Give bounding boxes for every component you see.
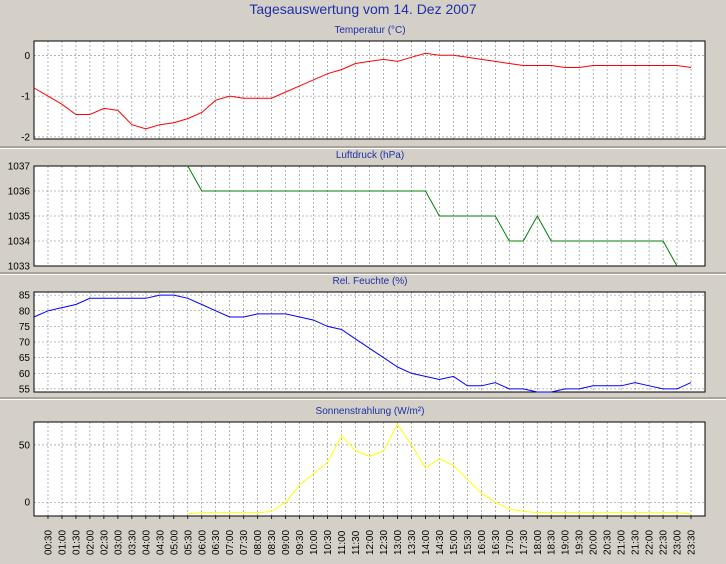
x-tick-label: 10:30 (323, 530, 334, 555)
x-tick-label: 09:30 (295, 530, 306, 555)
x-tick-label: 16:30 (491, 530, 502, 555)
y-tick-label: 0 (24, 498, 30, 509)
x-tick-label: 19:30 (575, 530, 586, 555)
y-tick-label: 60 (19, 369, 31, 380)
series-line (33, 294, 692, 393)
x-axis: 00:30 01:00 01:30 02:00 02:30 03:00 03:30 04:00… (43, 516, 698, 555)
panel-separator (0, 272, 726, 275)
x-tick-label: 03:30 (127, 530, 138, 555)
y-tick-label: 1037 (8, 162, 31, 173)
chart-panel: Luftdruck (hPa) 1037 1036 1035 1034 1033 (8, 150, 706, 273)
x-tick-label: 07:00 (225, 530, 236, 555)
plot-frame (33, 165, 706, 267)
x-tick-label: 19:00 (561, 530, 572, 555)
x-tick-label: 23:00 (673, 530, 684, 555)
chart-title: Rel. Feuchte (%) (332, 276, 407, 287)
y-tick-label: 80 (19, 306, 31, 317)
x-tick-label: 20:00 (589, 530, 600, 555)
x-tick-label: 16:00 (477, 530, 488, 555)
x-tick-label: 20:30 (603, 530, 614, 555)
panel-separator (0, 397, 726, 400)
x-tick-label: 22:30 (659, 530, 670, 555)
x-tick-label: 15:30 (463, 530, 474, 555)
x-tick-label: 15:00 (449, 530, 460, 555)
x-tick-label: 12:00 (365, 530, 376, 555)
y-tick-label: 1035 (8, 212, 31, 223)
plot-frame (33, 40, 706, 140)
series-line (187, 165, 678, 267)
panel-separator (0, 146, 726, 149)
chart-title: Temperatur (°C) (334, 25, 405, 36)
page-title: Tagesauswertung vom 14. Dez 2007 (249, 1, 477, 17)
chart-panel: Temperatur (°C) 0 -1 -2 (21, 25, 706, 143)
x-tick-label: 14:00 (421, 530, 432, 555)
x-tick-label: 09:00 (281, 530, 292, 555)
y-tick-label: 1034 (8, 237, 31, 248)
x-tick-label: 08:30 (267, 530, 278, 555)
x-tick-label: 06:00 (197, 530, 208, 555)
y-tick-label: 70 (19, 338, 31, 349)
y-tick-label: 75 (19, 322, 31, 333)
x-tick-label: 11:30 (351, 530, 362, 555)
x-tick-label: 00:30 (43, 530, 54, 555)
chart-title: Sonnenstrahlung (W/m²) (316, 406, 425, 417)
x-tick-label: 04:30 (155, 530, 166, 555)
x-tick-label: 22:00 (645, 530, 656, 555)
x-tick-label: 01:30 (71, 530, 82, 555)
y-tick-label: -2 (21, 132, 30, 143)
x-tick-label: 21:30 (631, 530, 642, 555)
x-tick-label: 04:00 (141, 530, 152, 555)
x-tick-label: 18:00 (533, 530, 544, 555)
y-tick-label: 85 (19, 291, 31, 302)
x-tick-label: 17:30 (519, 530, 530, 555)
x-tick-label: 21:00 (617, 530, 628, 555)
x-tick-label: 17:00 (505, 530, 516, 555)
y-tick-label: 0 (24, 51, 30, 62)
chart-panel: Sonnenstrahlung (W/m²) 50 0 (19, 406, 706, 517)
x-tick-label: 11:00 (337, 530, 348, 555)
x-tick-label: 14:30 (435, 530, 446, 555)
x-tick-label: 02:00 (85, 530, 96, 555)
x-tick-label: 02:30 (99, 530, 110, 555)
x-tick-label: 13:30 (407, 530, 418, 555)
chart-title: Luftdruck (hPa) (336, 150, 404, 161)
x-tick-label: 03:00 (113, 530, 124, 555)
x-tick-label: 08:00 (253, 530, 264, 555)
x-tick-label: 12:30 (379, 530, 390, 555)
x-tick-label: 07:30 (239, 530, 250, 555)
plot-frame (33, 291, 706, 393)
chart-panel: Rel. Feuchte (%) 85 80 75 70 65 60 55 (19, 276, 706, 395)
plot-area (34, 422, 705, 516)
x-tick-label: 05:30 (183, 530, 194, 555)
series-line (33, 52, 692, 130)
x-tick-label: 18:30 (547, 530, 558, 555)
y-tick-label: -1 (21, 92, 30, 103)
series-line (187, 423, 692, 515)
x-tick-label: 23:30 (687, 530, 698, 555)
y-tick-label: 55 (19, 384, 31, 395)
x-tick-label: 05:00 (169, 530, 180, 555)
x-tick-label: 10:00 (309, 530, 320, 555)
x-tick-label: 13:00 (393, 530, 404, 555)
y-tick-label: 1036 (8, 187, 31, 198)
x-tick-label: 01:00 (57, 530, 68, 555)
y-tick-label: 50 (19, 440, 31, 451)
y-tick-label: 65 (19, 353, 31, 364)
x-tick-label: 06:30 (211, 530, 222, 555)
y-tick-label: 1033 (8, 262, 31, 273)
